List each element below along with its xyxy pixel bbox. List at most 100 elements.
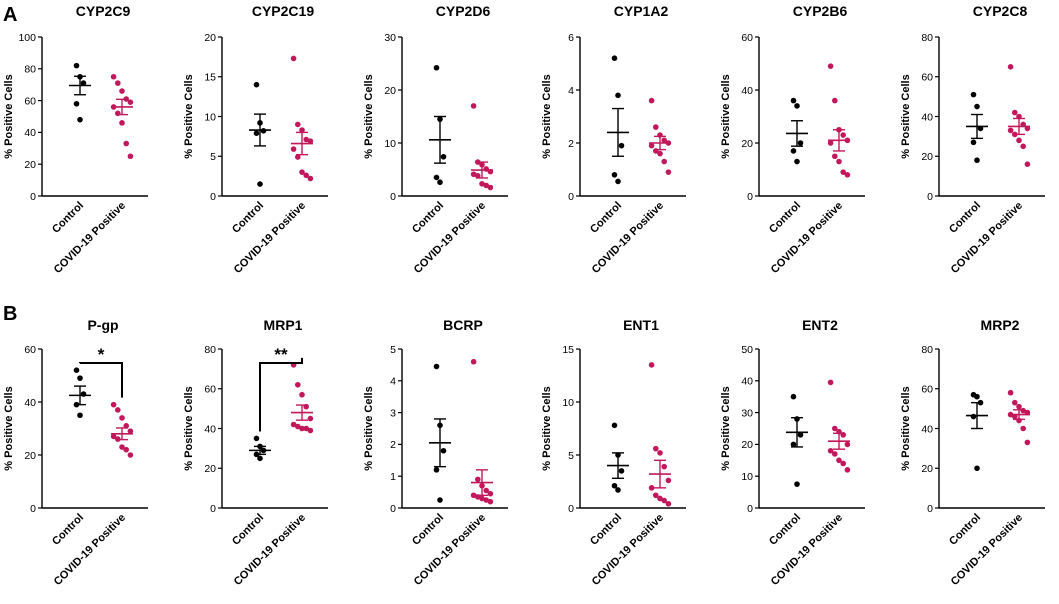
- y-tick-label: 0: [30, 503, 36, 515]
- data-point: [832, 425, 838, 432]
- x-category-label: COVID-19 Positive: [52, 200, 128, 276]
- x-category-label: Control: [588, 512, 624, 548]
- y-tick-label: 0: [568, 191, 574, 203]
- data-point: [1020, 143, 1026, 150]
- chart-cyp2c8: CYP2C8 0 20 40 60 80 % Positive Cells ControlCO…: [900, 3, 1045, 276]
- data-point: [295, 154, 301, 160]
- chart-cyp2c9: CYP2C9 0 20 40 60 80 100 % Positive Cells Contro…: [3, 3, 148, 276]
- data-point: [1007, 64, 1014, 70]
- y-tick-label: 15: [204, 72, 216, 84]
- chart-mrp2: MRP2 0 20 40 60 80 % Positive Cells ControlCOVI…: [900, 317, 1045, 588]
- y-tick-label: 20: [204, 463, 216, 475]
- y-tick-label: 10: [384, 138, 396, 150]
- y-axis-label: % Positive Cells: [183, 74, 195, 158]
- data-point: [479, 495, 485, 502]
- data-point: [253, 435, 260, 442]
- data-point: [611, 55, 618, 61]
- chart-title: CYP2D6: [436, 3, 491, 19]
- data-point: [307, 175, 314, 182]
- data-point: [832, 153, 838, 160]
- data-point: [470, 358, 477, 365]
- y-tick-label: 0: [390, 191, 396, 203]
- data-point: [840, 132, 846, 138]
- y-tick-label: 80: [921, 344, 933, 356]
- x-category-label: COVID-19 Positive: [949, 200, 1025, 276]
- y-tick-label: 20: [24, 450, 36, 462]
- data-point: [110, 433, 117, 440]
- data-point: [1024, 439, 1031, 446]
- data-point: [440, 447, 447, 454]
- data-point: [974, 393, 980, 400]
- chart-title: CYP1A2: [614, 3, 669, 19]
- data-point: [827, 63, 834, 69]
- data-point: [661, 137, 667, 144]
- chart-title: CYP2C9: [76, 3, 131, 19]
- data-point: [483, 182, 490, 189]
- y-tick-label: 20: [741, 138, 753, 150]
- y-axis-label: % Positive Cells: [541, 74, 553, 158]
- data-point: [483, 487, 490, 494]
- y-tick-label: 6: [568, 32, 574, 44]
- x-category-label: Control: [410, 200, 446, 236]
- data-point: [974, 103, 980, 110]
- data-point: [790, 393, 797, 400]
- data-point: [433, 363, 440, 370]
- data-point: [299, 391, 305, 398]
- data-point: [665, 477, 672, 484]
- y-tick-label: 40: [921, 423, 933, 435]
- data-point: [1007, 127, 1014, 134]
- y-tick-label: 80: [921, 32, 933, 44]
- data-point: [840, 169, 846, 175]
- data-point: [299, 169, 305, 175]
- data-point: [127, 428, 134, 434]
- data-point: [479, 181, 485, 187]
- y-tick-label: 5: [210, 151, 216, 163]
- chart-ent1: ENT1 0 5 10 15 % Positive Cells ControlCOVID-1…: [541, 317, 686, 588]
- data-point: [307, 427, 314, 434]
- y-tick-label: 50: [741, 344, 753, 356]
- y-tick-label: 20: [921, 151, 933, 163]
- data-point: [611, 482, 618, 489]
- chart-title: MRP2: [981, 317, 1020, 333]
- data-point: [487, 184, 494, 191]
- x-category-label: Control: [767, 512, 803, 548]
- data-point: [119, 415, 125, 421]
- x-category-label: Control: [230, 512, 266, 548]
- data-point: [1020, 425, 1026, 432]
- data-point: [840, 460, 846, 467]
- y-tick-label: 40: [921, 111, 933, 123]
- y-tick-label: 0: [747, 191, 753, 203]
- data-point: [827, 140, 834, 146]
- data-point: [123, 140, 129, 147]
- data-point: [110, 73, 117, 80]
- chart-cyp2c19: CYP2C19 0 5 10 15 20 % Positive Cells ControlCO…: [183, 3, 328, 276]
- data-point: [615, 92, 621, 99]
- data-point: [827, 447, 834, 454]
- data-point: [832, 97, 838, 104]
- data-point: [657, 150, 663, 157]
- chart-cyp2d6: CYP2D6 0 10 20 30 % Positive Cells ControlCOVI…: [363, 3, 508, 276]
- data-point: [611, 422, 618, 429]
- chart-title: MRP1: [264, 317, 303, 333]
- y-tick-label: 40: [204, 423, 216, 435]
- y-tick-label: 60: [24, 95, 36, 107]
- chart-title: CYP2C8: [973, 3, 1028, 19]
- data-point: [1024, 161, 1031, 167]
- data-point: [970, 139, 977, 146]
- data-point: [433, 174, 440, 181]
- x-category-label: COVID-19 Positive: [52, 512, 128, 588]
- data-point: [790, 441, 797, 448]
- y-tick-label: 5: [390, 344, 396, 356]
- y-tick-label: 0: [747, 503, 753, 515]
- data-point: [299, 127, 305, 133]
- y-axis-label: % Positive Cells: [900, 386, 912, 470]
- y-tick-label: 80: [24, 64, 36, 76]
- chart-cyp1a2: CYP1A2 0 2 4 6 % Positive Cells ControlCOVID-1…: [541, 3, 686, 276]
- y-tick-label: 20: [741, 439, 753, 451]
- x-category-label: Control: [947, 512, 983, 548]
- y-axis-label: % Positive Cells: [900, 74, 912, 158]
- data-point: [832, 451, 838, 457]
- data-point: [657, 495, 663, 502]
